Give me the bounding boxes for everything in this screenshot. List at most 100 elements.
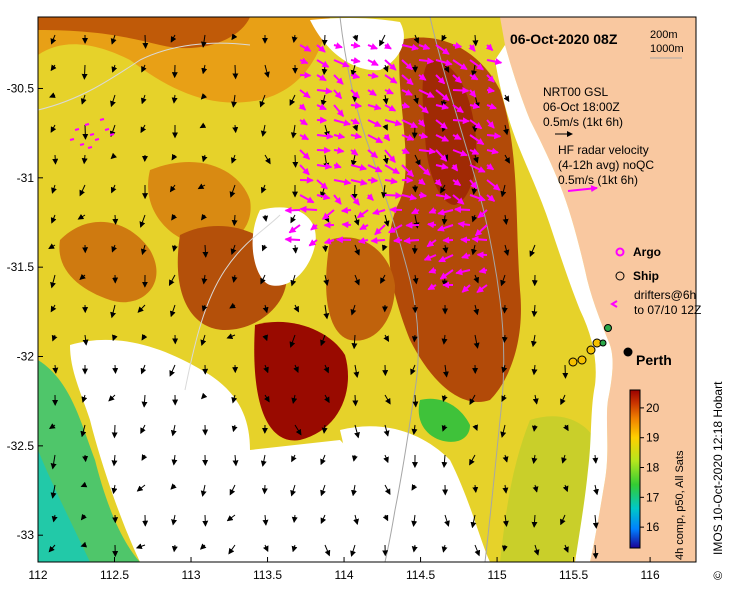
nrt-velocity-arrow (80, 513, 87, 521)
colorbar-tick-label: 17 (646, 490, 660, 504)
nrt-velocity-arrow (381, 244, 388, 252)
hf-radar-arrow (350, 101, 363, 109)
nrt-velocity-arrow (139, 214, 146, 228)
nrt-velocity-arrow (259, 94, 266, 108)
hf-radar-arrow (478, 266, 488, 274)
nrt-velocity-arrow (293, 304, 299, 313)
hf-radar-arrow (452, 194, 465, 205)
nrt-velocity-arrow (412, 274, 419, 285)
hf-radar-arrow (372, 208, 386, 216)
nrt-velocity-arrow (140, 424, 146, 434)
nrt-velocity-arrow (51, 184, 57, 194)
hf-radar-arrow (452, 86, 470, 94)
hf-radar-arrow (435, 162, 449, 170)
nrt-velocity-arrow (382, 514, 389, 522)
hf-radar-arrow (469, 73, 479, 81)
hf-radar-arrow (454, 206, 471, 214)
nrt-velocity-arrow (290, 214, 296, 224)
hf-radar-arrow (401, 89, 413, 96)
sst-field-yellow-se (500, 416, 601, 562)
nrt-velocity-arrow (169, 364, 176, 377)
drifter-marker (599, 339, 607, 347)
nrt-velocity-arrow (263, 394, 270, 403)
nrt-velocity-arrow (383, 454, 389, 464)
isobath-offshore (184, 214, 281, 391)
hf-radar-arrow (452, 104, 464, 114)
hf-radar-arrow (299, 118, 308, 126)
nrt-velocity-arrow (263, 364, 269, 374)
nrt-velocity-arrow (592, 544, 599, 560)
hf-radar-arrow (438, 254, 454, 263)
nrt-velocity-arrow (170, 424, 177, 437)
nrt-velocity-arrow (171, 544, 178, 553)
hf-radar-arrow (417, 119, 426, 127)
hf-radar-arrow (284, 206, 301, 214)
plot-frame (37, 16, 697, 563)
nrt-velocity-arrow (440, 184, 446, 194)
nrt-velocity-arrow (530, 334, 537, 348)
cloud-gap (340, 426, 490, 562)
hf-radar-arrow (316, 146, 332, 154)
nrt-velocity-arrow (291, 34, 298, 43)
nrt-velocity-arrow (382, 64, 389, 73)
hf-radar-arrow (316, 103, 327, 111)
nrt-velocity-arrow (232, 454, 239, 467)
hf-radar-arrow (435, 119, 448, 130)
hf-radar-arrow (469, 119, 483, 130)
nrt-velocity-arrow (80, 541, 88, 548)
nrt-velocity-arrow (351, 454, 358, 462)
nrt-velocity-arrow (79, 184, 86, 197)
nrt-velocity-arrow (502, 514, 509, 527)
nrt-velocity-arrow (170, 483, 177, 490)
nrt-velocity-arrow (199, 122, 207, 129)
hf-radar-arrow (367, 164, 383, 173)
drifter-legend-icon (610, 300, 618, 308)
nrt-velocity-arrow (261, 244, 268, 252)
x-tick-label: 116 (641, 568, 660, 582)
nrt-velocity-arrow (353, 364, 360, 378)
drifter-marker (604, 324, 612, 332)
hf-radar-arrow (474, 224, 488, 237)
nrt-velocity-arrow (231, 94, 237, 108)
hf-radar-arrow (485, 43, 494, 52)
nrt-velocity-arrow (503, 94, 510, 103)
nrt-velocity-arrow (473, 274, 479, 284)
x-tick-label: 114 (334, 568, 353, 582)
ship-marker (568, 357, 578, 367)
drifter-track-segment (109, 133, 115, 136)
y-tick-label: -31.5 (7, 260, 35, 274)
hf-radar-arrow (367, 89, 377, 97)
nrt-velocity-arrow (384, 394, 391, 405)
hf-radar-arrow (367, 176, 379, 184)
hf-radar-arrow (384, 177, 398, 185)
nrt-velocity-arrow (52, 154, 59, 165)
nrt-velocity-arrow (531, 304, 538, 318)
hf-radar-arrow (350, 41, 361, 49)
nrt-velocity-arrow (532, 394, 539, 405)
nrt-velocity-arrow (293, 364, 299, 373)
nrt-velocity-arrow (231, 33, 238, 41)
nrt-velocity-arrow (320, 334, 326, 347)
drifter-track-segment (87, 146, 93, 149)
hf-radar-arrow (384, 59, 397, 71)
nrt-velocity-arrow (563, 544, 569, 553)
argo-legend-label: Argo (633, 245, 661, 259)
hf-radar-arrow (469, 148, 480, 155)
hf-radar-arrow (486, 58, 503, 66)
nrt-velocity-arrow (531, 454, 538, 465)
drifter-track-segment (74, 128, 80, 131)
hf-radar-arrow (401, 134, 415, 141)
nrt-velocity-arrow (50, 454, 57, 470)
nrt-velocity-arrow (324, 544, 331, 557)
sst-field-darkred-shelf (422, 60, 477, 205)
nrt-velocity-arrow (289, 334, 296, 348)
nrt-velocity-arrow (290, 484, 296, 497)
nrt-velocity-arrow (48, 243, 56, 250)
hf-radar-arrow (350, 178, 368, 186)
hf-scale-arrow (567, 185, 598, 193)
nrt-velocity-arrow (410, 364, 416, 376)
hf-radar-arrow (486, 163, 495, 171)
nrt-velocity-arrow (323, 274, 330, 286)
nrt-velocity-arrow (442, 364, 449, 378)
hf-radar-arrow (418, 132, 429, 140)
